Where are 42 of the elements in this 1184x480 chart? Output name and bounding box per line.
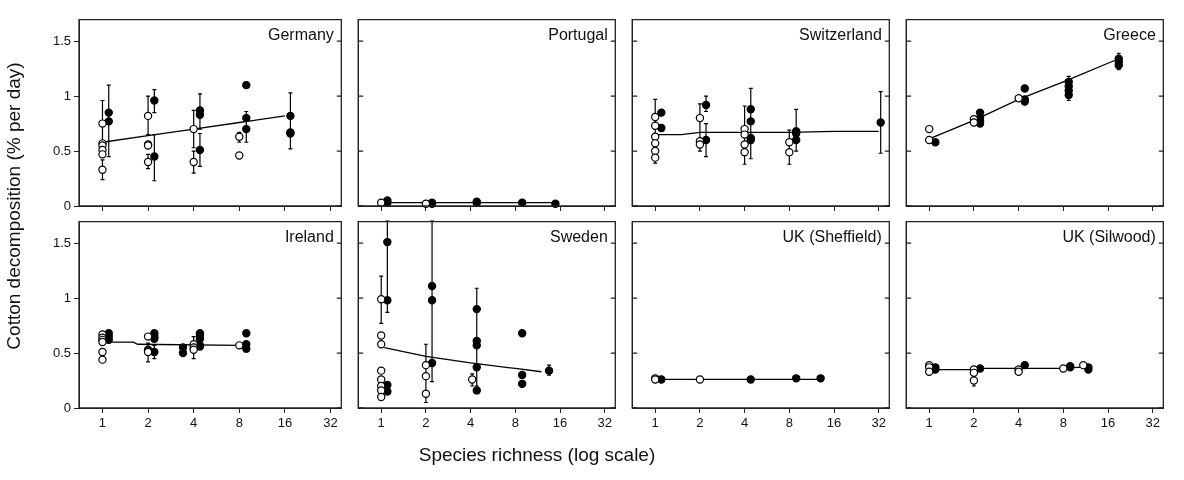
- x-tick-label: 4: [740, 415, 749, 431]
- x-tick-label: 32: [597, 415, 612, 431]
- y-tick-label: 1: [63, 289, 71, 305]
- x-tick-label: 2: [970, 415, 978, 431]
- x-tick-label: 2: [696, 415, 704, 431]
- chart-title: Portugal: [548, 25, 608, 43]
- chart-title: Sweden: [549, 227, 608, 245]
- chart-title: Greece: [1103, 25, 1156, 43]
- x-tick-label: 8: [1059, 415, 1067, 431]
- x-tick-label: 4: [190, 415, 198, 431]
- x-axis-title: Species richness (log scale): [417, 444, 657, 466]
- x-tick-label: 1: [98, 415, 107, 431]
- y-axis-title: Cotton decomposition (% per day): [3, 61, 25, 352]
- x-tick-label: 1: [651, 415, 659, 431]
- x-tick-label: 4: [1014, 415, 1023, 431]
- x-tick-label: 2: [422, 415, 430, 431]
- chart-title: UK (Silwood): [1062, 227, 1156, 245]
- y-tick-label: 1.5: [52, 234, 71, 250]
- x-tick-label: 8: [785, 415, 793, 431]
- x-tick-label: 1: [925, 415, 933, 431]
- x-tick-label: 4: [466, 415, 475, 431]
- y-tick-label: 0: [63, 197, 71, 213]
- y-tick-label: 1.5: [52, 32, 71, 48]
- x-tick-label: 1: [377, 415, 385, 431]
- y-tick-label: 0.5: [52, 344, 71, 360]
- x-tick-label: 16: [277, 415, 293, 431]
- chart-title: Ireland: [284, 227, 334, 245]
- x-tick-label: 16: [1100, 415, 1116, 431]
- chart-title: UK (Sheffield): [782, 227, 882, 245]
- y-tick-label: 1: [63, 87, 71, 103]
- x-tick-label: 32: [1145, 415, 1160, 431]
- y-tick-label: 0: [63, 399, 71, 415]
- y-tick-label: 0.5: [52, 142, 71, 158]
- x-tick-label: 2: [144, 415, 152, 431]
- chart-title: Germany: [268, 25, 334, 43]
- x-tick-label: 32: [871, 415, 886, 431]
- x-tick-label: 16: [826, 415, 842, 431]
- x-tick-label: 16: [552, 415, 568, 431]
- x-tick-label: 32: [323, 415, 338, 431]
- x-tick-label: 8: [235, 415, 243, 431]
- x-tick-label: 8: [511, 415, 519, 431]
- chart-title: Switzerland: [799, 25, 882, 43]
